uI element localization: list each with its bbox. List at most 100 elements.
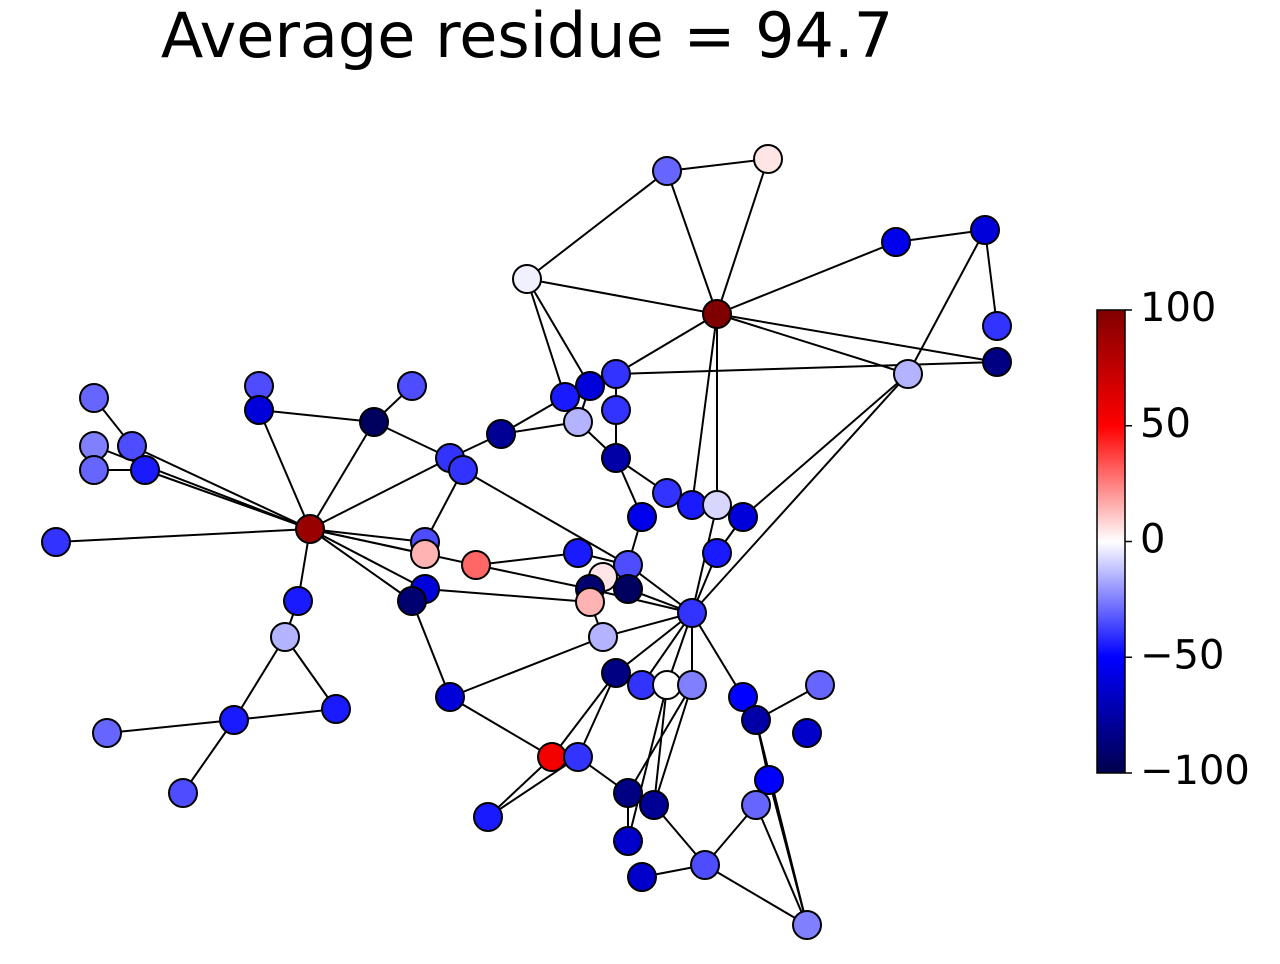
node	[893, 359, 923, 389]
edge	[462, 469, 629, 566]
node	[702, 538, 732, 568]
node	[79, 455, 109, 485]
edge	[768, 779, 808, 926]
edge	[424, 588, 591, 603]
edge	[653, 684, 668, 806]
edge	[258, 409, 311, 530]
node	[435, 682, 465, 712]
node	[652, 156, 682, 186]
node	[741, 705, 771, 735]
node	[639, 790, 669, 820]
edge	[475, 564, 591, 590]
node	[575, 587, 605, 617]
node	[537, 742, 567, 772]
node	[601, 359, 631, 389]
node	[575, 371, 605, 401]
node	[512, 264, 542, 294]
node	[473, 802, 503, 832]
node	[677, 598, 707, 628]
node	[397, 371, 427, 401]
node	[270, 622, 300, 652]
node	[970, 215, 1000, 245]
node	[792, 718, 822, 748]
edge	[131, 445, 311, 530]
edge	[411, 600, 451, 698]
edge	[577, 672, 617, 758]
edge	[716, 241, 897, 315]
edge	[449, 636, 604, 698]
edge	[309, 421, 375, 530]
edge	[704, 864, 808, 926]
node	[295, 514, 325, 544]
edge	[615, 361, 998, 375]
edge	[716, 158, 769, 315]
colorbar-tick-label: −50	[1140, 632, 1224, 678]
node	[550, 382, 580, 412]
node	[613, 574, 643, 604]
edge	[742, 373, 909, 518]
colorbar-tick-label: 100	[1140, 285, 1216, 331]
node	[92, 718, 122, 748]
edge	[615, 313, 718, 375]
edge	[602, 612, 693, 638]
edge	[233, 708, 337, 721]
edge	[309, 528, 477, 566]
node	[677, 670, 707, 700]
edge	[691, 612, 744, 698]
edge	[653, 684, 693, 806]
node	[117, 431, 147, 461]
edge	[487, 756, 579, 818]
node	[321, 694, 351, 724]
node	[563, 538, 593, 568]
node	[613, 778, 643, 808]
node	[677, 490, 707, 520]
node	[982, 347, 1012, 377]
edge	[589, 588, 693, 614]
node	[601, 443, 631, 473]
node	[588, 622, 618, 652]
node	[601, 658, 631, 688]
node	[652, 478, 682, 508]
node	[130, 455, 160, 485]
edge	[526, 278, 718, 315]
node	[448, 455, 478, 485]
colorbar-tick-label: 50	[1140, 401, 1191, 447]
node	[283, 586, 313, 616]
node	[410, 539, 440, 569]
node	[881, 227, 911, 257]
node	[79, 383, 109, 413]
edge	[309, 528, 426, 590]
edge	[526, 170, 668, 280]
edge	[666, 158, 769, 172]
edge	[691, 313, 718, 506]
node	[690, 850, 720, 880]
edge	[551, 672, 617, 758]
edge	[309, 528, 413, 602]
edge	[716, 313, 998, 363]
colorbar-tick-label: 0	[1140, 517, 1165, 563]
node	[359, 407, 389, 437]
node	[728, 502, 758, 532]
node	[702, 299, 732, 329]
node	[168, 778, 198, 808]
edge	[691, 373, 909, 614]
chart-title: Average residue = 94.7	[161, 0, 893, 72]
colorbar	[1096, 309, 1126, 774]
node	[652, 670, 682, 700]
node	[792, 910, 822, 940]
node	[702, 490, 732, 520]
node	[753, 144, 783, 174]
edge	[627, 684, 693, 794]
edge	[526, 278, 591, 387]
node	[397, 586, 427, 616]
edge	[526, 278, 566, 398]
node	[627, 862, 657, 892]
edge	[144, 469, 311, 530]
node	[563, 742, 593, 772]
node	[219, 705, 249, 735]
edge	[627, 684, 668, 842]
edge	[55, 528, 311, 543]
nodes	[41, 144, 1012, 940]
edge	[258, 409, 375, 423]
